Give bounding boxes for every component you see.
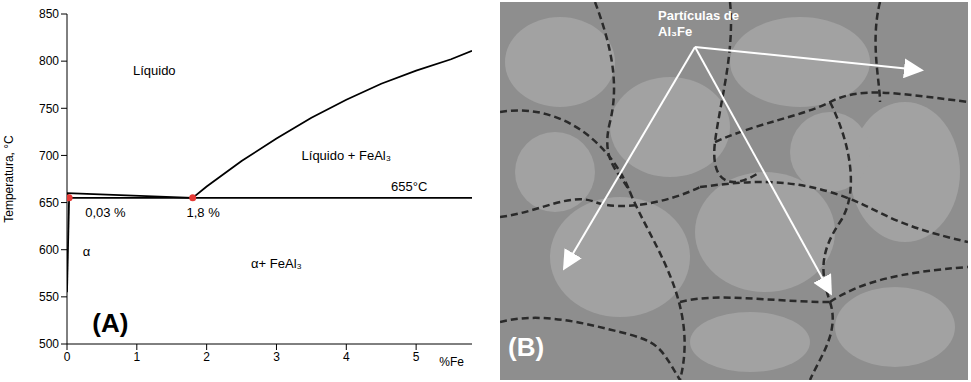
svg-text:700: 700 bbox=[39, 149, 59, 163]
svg-text:800: 800 bbox=[39, 54, 59, 68]
svg-text:4: 4 bbox=[343, 350, 350, 364]
svg-text:850: 850 bbox=[39, 7, 59, 21]
svg-text:%Fe: %Fe bbox=[439, 355, 464, 369]
svg-text:500: 500 bbox=[39, 337, 59, 351]
svg-text:600: 600 bbox=[39, 243, 59, 257]
svg-text:0: 0 bbox=[64, 350, 71, 364]
svg-text:Líquido: Líquido bbox=[133, 63, 176, 78]
svg-text:α+ FeAl₃: α+ FeAl₃ bbox=[251, 256, 302, 271]
svg-text:3: 3 bbox=[273, 350, 280, 364]
svg-text:655°C: 655°C bbox=[391, 179, 427, 194]
svg-text:0,03 %: 0,03 % bbox=[85, 205, 126, 220]
svg-text:5: 5 bbox=[413, 350, 420, 364]
svg-text:2: 2 bbox=[203, 350, 210, 364]
html-text:Partículas de Al₃Fe: Partículas de Al₃Fe bbox=[658, 8, 739, 39]
svg-text:(A): (A) bbox=[92, 308, 128, 338]
html-text:(B): (B) bbox=[508, 332, 545, 362]
svg-text:Líquido + FeAl₃: Líquido + FeAl₃ bbox=[302, 148, 392, 163]
svg-text:Temperatura, °C: Temperatura, °C bbox=[2, 135, 16, 223]
svg-text:1,8 %: 1,8 % bbox=[187, 205, 221, 220]
svg-text:750: 750 bbox=[39, 102, 59, 116]
svg-text:550: 550 bbox=[39, 290, 59, 304]
svg-text:1: 1 bbox=[133, 350, 140, 364]
svg-text:α: α bbox=[83, 244, 91, 259]
svg-text:650: 650 bbox=[39, 196, 59, 210]
